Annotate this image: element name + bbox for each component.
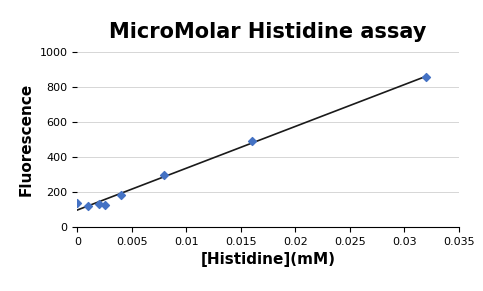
X-axis label: [Histidine](mM): [Histidine](mM) xyxy=(200,252,336,267)
Point xyxy=(161,172,169,177)
Point xyxy=(422,74,430,79)
Point xyxy=(95,202,103,207)
Y-axis label: Fluorescence: Fluorescence xyxy=(19,83,34,196)
Title: MicroMolar Histidine assay: MicroMolar Histidine assay xyxy=(109,22,427,42)
Point xyxy=(73,201,81,206)
Point xyxy=(117,192,125,197)
Point xyxy=(85,204,92,208)
Point xyxy=(100,203,108,207)
Point xyxy=(248,139,256,144)
